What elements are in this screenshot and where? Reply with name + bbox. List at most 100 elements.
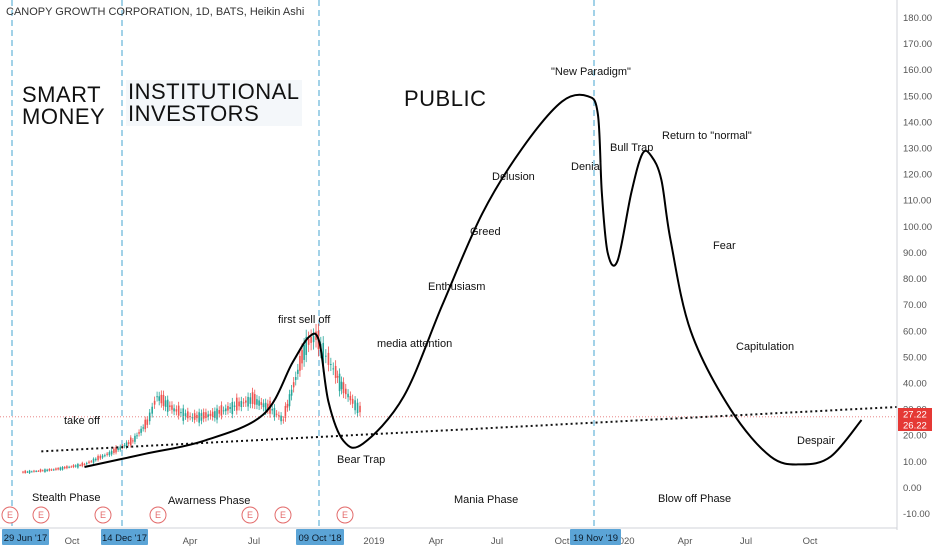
price-bar — [48, 469, 51, 471]
price-bar — [70, 466, 73, 468]
take-off-note: take off — [64, 415, 100, 427]
earnings-marker[interactable] — [241, 506, 259, 524]
price-bar — [74, 465, 77, 467]
price-bars — [22, 323, 361, 474]
price-bar — [249, 397, 252, 404]
mania-phase-label: Mania Phase — [454, 494, 519, 506]
date-badge-label: 19 Nov '19 — [573, 533, 618, 544]
price-bar — [142, 427, 144, 429]
price-bar — [22, 471, 24, 473]
price-bar — [275, 413, 278, 415]
investors-label: INVESTORS — [128, 101, 260, 126]
stealth-phase-label: Stealth Phase — [32, 492, 101, 504]
media-attention-note: media attention — [377, 338, 453, 350]
earnings-marker[interactable] — [32, 506, 50, 524]
price-bar — [211, 411, 214, 417]
institutional-label: INSTITUTIONAL — [128, 79, 300, 104]
price-bar — [191, 416, 194, 419]
price-bar — [271, 408, 273, 411]
price-bar — [202, 412, 205, 419]
price-bar — [351, 398, 354, 404]
price-bar — [218, 410, 221, 414]
price-bar — [231, 401, 234, 415]
price-bar — [88, 461, 90, 463]
price-bar — [196, 414, 198, 419]
x-tick-label: Apr — [678, 536, 693, 547]
denial-note: Denial — [571, 161, 603, 173]
price-bar — [278, 415, 280, 417]
price-bar — [236, 397, 238, 411]
x-tick-label: 2020 — [613, 536, 634, 547]
date-badge-label: 29 Jun '17 — [4, 533, 48, 544]
date-badge: 14 Dec '17 — [101, 529, 148, 545]
y-tick-label: 60.00 — [903, 326, 927, 337]
price-bar — [158, 396, 161, 401]
x-tick-label: Oct — [65, 536, 80, 547]
price-bar — [41, 470, 44, 472]
y-tick-label: 150.00 — [903, 91, 932, 102]
price-bar — [220, 405, 223, 416]
first-sell-off-note: first sell off — [278, 314, 331, 326]
price-badge: 26.22 — [898, 419, 932, 432]
price-bar — [110, 450, 113, 455]
price-bar — [286, 403, 289, 408]
price-bar — [301, 350, 303, 364]
price-bar — [146, 419, 149, 425]
earnings-marker-label: E — [100, 510, 106, 520]
date-badge: 19 Nov '19 — [570, 529, 621, 545]
x-tick-label: 2019 — [363, 536, 384, 547]
cycle-curve — [84, 93, 863, 468]
price-bar — [198, 412, 200, 423]
earnings-marker[interactable] — [94, 506, 112, 524]
price-bar — [162, 394, 165, 406]
price-bar — [356, 402, 359, 414]
earnings-marker[interactable] — [149, 506, 167, 524]
earnings-marker-label: E — [342, 510, 348, 520]
earnings-marker-label: E — [280, 510, 286, 520]
trend-line-path — [41, 405, 898, 453]
price-bar — [297, 369, 299, 374]
price-bar — [332, 368, 335, 370]
new-paradigm-note: "New Paradigm" — [551, 66, 631, 78]
price-bar — [330, 363, 332, 365]
price-bar — [214, 411, 216, 418]
date-badge: 29 Jun '17 — [2, 529, 49, 545]
price-bar — [242, 402, 245, 404]
price-bar — [227, 406, 229, 411]
price-bar — [68, 466, 70, 468]
x-tick-label: Apr — [429, 536, 444, 547]
price-bar — [280, 415, 282, 422]
price-bar — [92, 458, 95, 463]
price-bar — [28, 470, 31, 474]
price-bar — [115, 446, 117, 453]
price-bar — [113, 449, 115, 453]
price-bar — [209, 413, 212, 416]
price-bar — [245, 400, 247, 403]
price-bar — [258, 400, 260, 406]
price-bar — [151, 406, 153, 414]
price-bar — [260, 402, 263, 405]
earnings-marker[interactable] — [336, 506, 354, 524]
y-tick-label: 10.00 — [903, 457, 927, 468]
price-bar — [164, 400, 167, 407]
x-tick-label: Oct — [555, 536, 570, 547]
price-bar — [59, 467, 62, 470]
earnings-marker[interactable] — [274, 506, 292, 524]
price-bar — [129, 437, 132, 446]
earnings-marker[interactable] — [1, 506, 19, 524]
price-bar — [166, 399, 169, 412]
price-bar — [205, 412, 207, 419]
price-bar — [312, 335, 315, 343]
date-badge-label: 09 Oct '18 — [298, 533, 341, 544]
price-bar — [108, 452, 111, 456]
price-bar — [66, 466, 68, 469]
price-badge-label: 27.22 — [903, 410, 927, 421]
price-bar — [104, 455, 106, 457]
y-tick-label: 140.00 — [903, 117, 932, 128]
price-badge-bg — [898, 419, 932, 431]
earnings-marker-label: E — [38, 510, 44, 520]
price-badge-bg — [898, 408, 932, 420]
money-label: MONEY — [22, 104, 106, 129]
price-bar — [303, 344, 305, 360]
